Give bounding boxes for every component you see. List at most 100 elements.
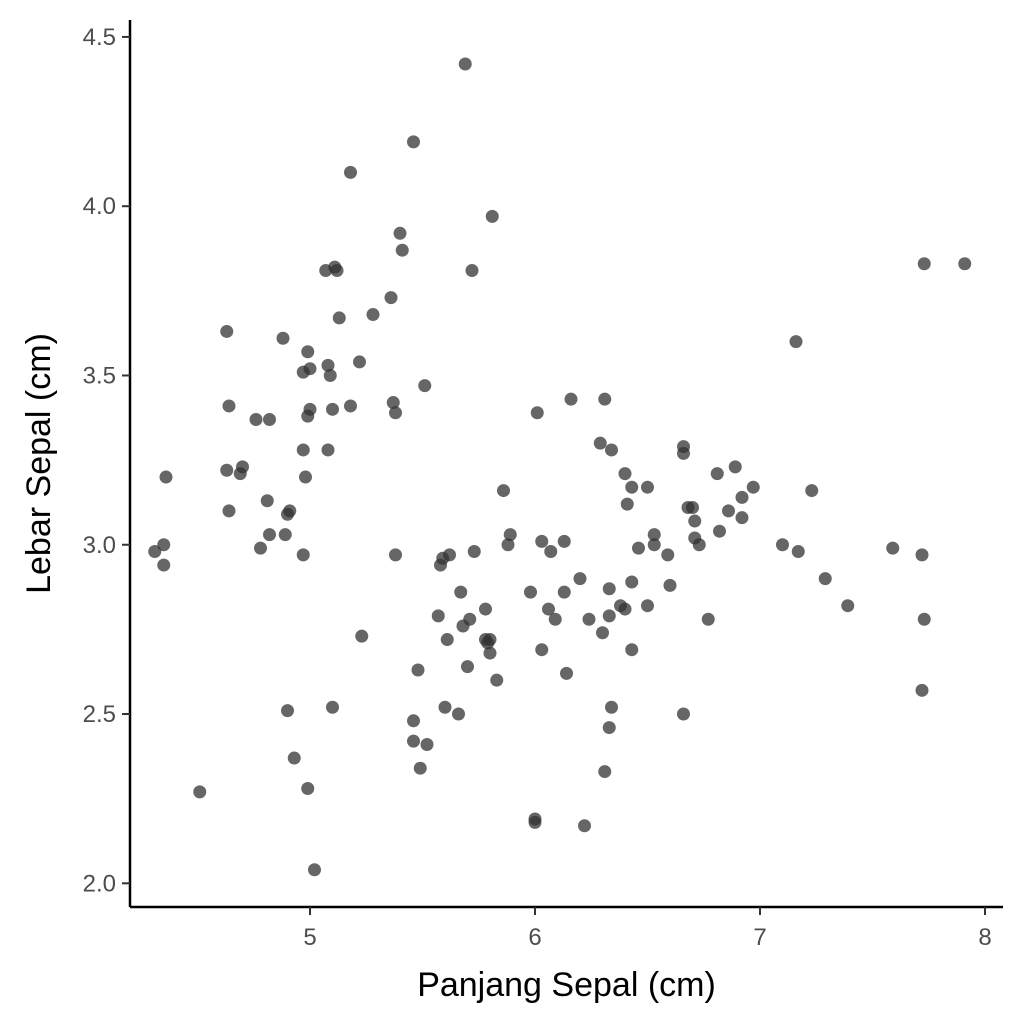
- data-point: [465, 264, 479, 278]
- data-point: [301, 782, 315, 796]
- data-point: [479, 602, 492, 616]
- data-point: [296, 443, 310, 457]
- data-point: [393, 226, 407, 240]
- data-point: [735, 511, 749, 525]
- data-point: [692, 538, 706, 552]
- data-point: [407, 714, 420, 728]
- data-point: [233, 467, 247, 481]
- data-point: [490, 673, 504, 687]
- data-point: [915, 548, 929, 562]
- data-point: [308, 863, 321, 877]
- y-ticks: 2.0 2.5 3.0 3.5 4.0 4.5: [83, 24, 130, 897]
- data-point: [159, 470, 173, 484]
- data-point: [220, 324, 234, 338]
- data-point: [278, 528, 292, 542]
- data-point: [746, 480, 760, 494]
- data-point: [296, 548, 310, 562]
- data-point: [260, 494, 274, 508]
- data-point: [440, 633, 454, 647]
- data-point: [841, 599, 855, 613]
- data-point: [355, 629, 369, 643]
- data-point: [263, 412, 276, 426]
- data-point: [618, 467, 632, 481]
- data-point: [605, 443, 618, 457]
- data-point: [249, 412, 263, 426]
- data-point: [301, 345, 315, 359]
- data-point: [688, 514, 702, 528]
- data-point: [528, 815, 542, 829]
- data-point: [542, 602, 555, 616]
- data-point: [805, 484, 819, 498]
- x-tick-label: 5: [303, 924, 316, 951]
- data-point: [463, 612, 477, 626]
- data-point: [321, 358, 335, 372]
- data-point: [530, 406, 544, 420]
- data-point: [917, 612, 931, 626]
- data-point: [220, 463, 234, 477]
- data-point: [483, 633, 497, 647]
- data-point: [602, 609, 616, 623]
- data-point: [366, 308, 380, 322]
- y-axis-title: Lebar Sepal (cm): [20, 333, 58, 594]
- data-point: [458, 57, 472, 71]
- data-point: [548, 612, 562, 626]
- data-point: [647, 538, 661, 552]
- data-point: [641, 599, 654, 613]
- data-point: [632, 541, 645, 555]
- x-tick-label: 6: [528, 924, 541, 951]
- data-point: [344, 165, 357, 179]
- data-point: [501, 538, 515, 552]
- data-point: [791, 545, 805, 559]
- data-point: [677, 446, 690, 460]
- data-point: [818, 572, 832, 586]
- data-point: [582, 612, 596, 626]
- points-layer: [148, 57, 972, 877]
- data-point: [407, 734, 420, 748]
- data-point: [276, 331, 290, 345]
- x-tick-label: 7: [753, 924, 766, 951]
- data-point: [157, 558, 171, 572]
- data-point: [647, 528, 661, 542]
- data-point: [789, 335, 803, 349]
- data-point: [222, 399, 236, 413]
- data-point: [431, 609, 445, 623]
- data-point: [713, 524, 726, 538]
- data-point: [263, 528, 276, 542]
- data-point: [485, 209, 499, 223]
- axes: [128, 20, 1003, 909]
- data-point: [454, 585, 468, 599]
- y-tick-label: 3.0: [83, 532, 116, 559]
- data-point: [438, 700, 452, 714]
- data-point: [461, 660, 474, 674]
- data-point: [452, 707, 465, 721]
- data-point: [557, 534, 571, 548]
- data-point: [281, 704, 294, 718]
- y-tick-label: 4.0: [83, 193, 116, 220]
- data-point: [573, 572, 587, 586]
- data-point: [497, 484, 510, 498]
- data-point: [301, 409, 315, 423]
- data-point: [413, 761, 427, 775]
- data-point: [625, 480, 639, 494]
- data-point: [701, 612, 715, 626]
- data-point: [326, 402, 339, 416]
- data-point: [420, 737, 434, 751]
- data-point: [467, 545, 481, 559]
- data-point: [544, 545, 558, 559]
- data-point: [641, 480, 654, 494]
- data-point: [557, 585, 571, 599]
- data-point: [686, 501, 699, 515]
- data-point: [602, 721, 616, 735]
- x-tick-label: 8: [978, 924, 991, 951]
- data-point: [503, 528, 517, 542]
- y-tick-label: 3.5: [83, 362, 116, 389]
- data-point: [598, 765, 612, 779]
- data-point: [395, 243, 409, 257]
- data-point: [524, 585, 537, 599]
- data-point: [407, 135, 420, 149]
- data-point: [323, 368, 337, 382]
- data-point: [535, 534, 549, 548]
- data-point: [326, 700, 339, 714]
- data-point: [578, 819, 591, 833]
